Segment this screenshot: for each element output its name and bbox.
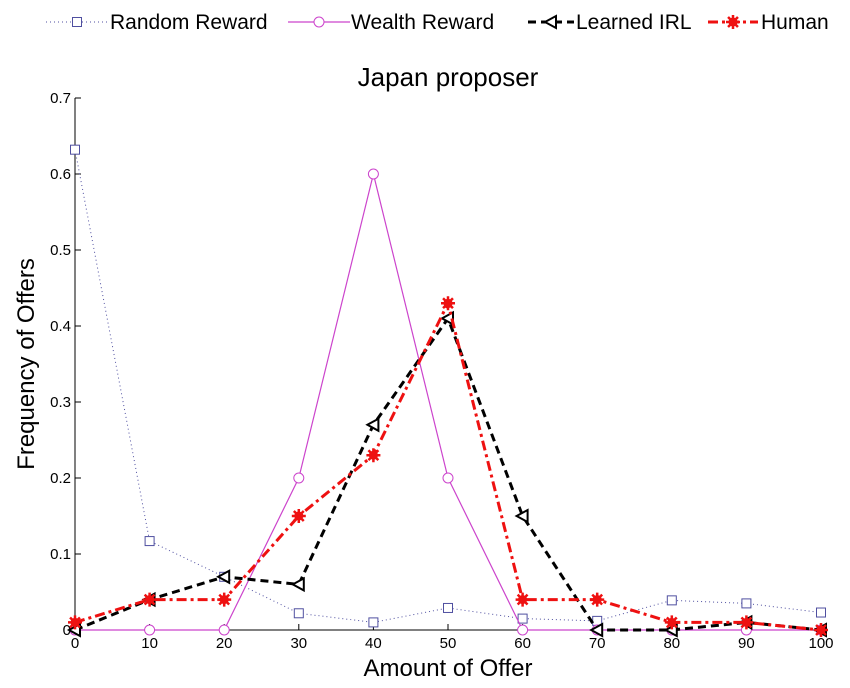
x-tick-label: 10 [141, 635, 158, 652]
series-human [68, 296, 828, 637]
data-point [443, 602, 453, 613]
x-tick-label: 70 [589, 635, 606, 652]
data-point [70, 144, 80, 155]
data-point [365, 417, 380, 433]
data-point [217, 592, 232, 607]
data-point [293, 608, 304, 619]
data-point [514, 508, 529, 524]
star-rays [515, 592, 530, 607]
legend-marker [726, 15, 740, 29]
x-tick-label: 20 [216, 635, 233, 652]
series-line [74, 301, 822, 632]
data-point [68, 615, 82, 630]
x-tick-label: 40 [365, 635, 382, 652]
star-rays [142, 592, 157, 607]
data-point [589, 622, 604, 638]
x-tick-label: 30 [290, 635, 307, 652]
data-point [144, 536, 155, 547]
series-layer [66, 144, 828, 638]
y-tick-label: 0.6 [50, 166, 71, 183]
series-wealth-reward [69, 168, 827, 636]
y-tick-label: 0.4 [50, 318, 71, 335]
star-rays [664, 615, 679, 630]
legend-marker [313, 16, 325, 28]
y-tick-label: 0.1 [50, 546, 71, 563]
legend-item: Human [708, 11, 829, 34]
x-tick-label: 0 [71, 635, 79, 652]
star-rays [291, 509, 306, 523]
legend-marker [542, 14, 557, 30]
data-point [517, 624, 529, 636]
star-rays [739, 615, 754, 630]
data-point [367, 168, 379, 180]
legend: Random Reward Wealth Reward Learned IRL Hum… [46, 11, 829, 34]
data-point [368, 617, 379, 628]
star-rays [441, 296, 455, 311]
legend-item: Wealth Reward [288, 11, 494, 34]
data-point [290, 576, 305, 593]
data-point [739, 615, 754, 630]
star-rays [590, 592, 605, 607]
data-point [741, 598, 752, 609]
y-tick-label: 0 [63, 622, 71, 639]
y-tick-label: 0.2 [50, 470, 71, 487]
series-random-reward [70, 144, 826, 628]
chart-title: Japan proposer [358, 62, 539, 92]
y-axis-label: Frequency of Offers [13, 258, 40, 470]
star-rays [726, 15, 740, 29]
x-axis-label: Amount of Offer [364, 655, 533, 682]
data-point [590, 592, 605, 607]
legend-label: Random Reward [110, 11, 268, 34]
data-point [664, 615, 679, 630]
data-point [366, 448, 381, 463]
data-point [441, 296, 455, 311]
plot-area [74, 98, 821, 631]
data-point [291, 509, 306, 523]
series-line [75, 173, 821, 631]
data-point [218, 624, 230, 636]
series-line [74, 149, 822, 623]
x-tick-label: 90 [738, 635, 755, 652]
legend-item: Learned IRL [528, 11, 692, 34]
x-tick-label: 100 [808, 635, 833, 652]
data-point [293, 472, 305, 484]
x-tick-label: 60 [514, 635, 531, 652]
legend-marker [72, 17, 82, 27]
star-rays [366, 448, 381, 463]
x-tick-label: 80 [663, 635, 680, 652]
data-point [442, 472, 454, 484]
legend-label: Wealth Reward [351, 11, 494, 34]
data-point [666, 595, 677, 606]
y-tick-label: 0.7 [50, 90, 71, 107]
data-point [142, 592, 157, 607]
data-point [517, 613, 528, 624]
x-tick-label: 50 [440, 635, 457, 652]
star-rays [814, 623, 828, 637]
y-axis-ticks: 0 0.1 0.2 0.3 0.4 0.5 0.6 0.7 [50, 90, 81, 639]
data-point [144, 624, 156, 636]
y-tick-label: 0.3 [50, 394, 71, 411]
star-rays [217, 592, 232, 607]
legend-item: Random Reward [46, 11, 268, 34]
data-point [814, 623, 828, 637]
star-rays [68, 615, 82, 630]
x-axis-ticks: 0 10 20 30 40 50 60 70 80 90 100 [71, 624, 834, 652]
legend-label: Human [761, 11, 829, 34]
data-point [816, 607, 826, 618]
data-point [216, 569, 231, 585]
data-point [515, 592, 530, 607]
y-tick-label: 0.5 [50, 242, 71, 259]
legend-label: Learned IRL [576, 11, 692, 34]
